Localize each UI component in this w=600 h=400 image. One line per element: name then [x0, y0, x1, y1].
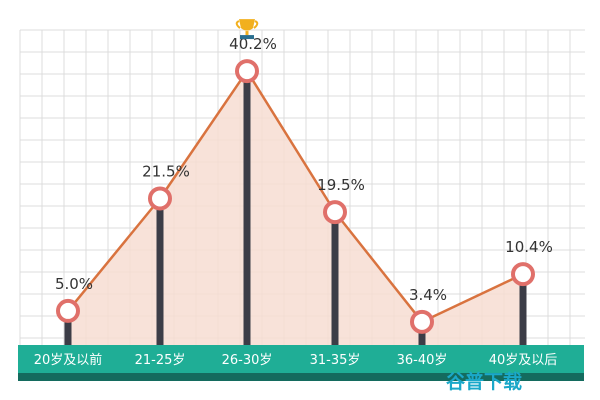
trophy-icon	[235, 19, 259, 40]
value-label: 21.5%	[142, 163, 190, 181]
x-axis-band	[18, 345, 584, 373]
value-label: 5.0%	[55, 275, 93, 293]
data-point	[323, 200, 347, 225]
trophy-base	[240, 35, 254, 40]
stem-bar	[331, 212, 339, 345]
x-tick-label: 40岁及以后	[489, 353, 558, 368]
stem-bar	[64, 310, 72, 345]
x-tick-label: 21-25岁	[135, 353, 186, 368]
data-point	[148, 186, 172, 211]
area-fill	[68, 71, 523, 345]
data-point	[410, 309, 434, 334]
watermark-text: 谷普下载	[446, 370, 522, 393]
x-tick-label: 31-35岁	[310, 353, 361, 368]
value-label: 40.2%	[229, 35, 277, 53]
trophy-handle-left	[235, 20, 241, 29]
trophy-stem	[245, 31, 249, 36]
x-tick-label: 20岁及以前	[34, 352, 103, 368]
stem-bar	[519, 274, 527, 345]
markers	[56, 59, 535, 334]
series-line	[67, 69, 524, 324]
stem-bar	[243, 71, 251, 345]
value-label: 10.4%	[505, 238, 553, 256]
value-label: 3.4%	[409, 286, 447, 304]
value-labels: 5.0% 21.5% 40.2% 19.5% 3.4% 10.4%	[55, 35, 553, 304]
stem-bar	[156, 198, 164, 345]
x-tick-label: 36-40岁	[397, 353, 448, 368]
trophy-cup	[239, 19, 255, 31]
data-point	[235, 59, 259, 84]
x-tick-labels: 20岁及以前 21-25岁 26-30岁 31-35岁 36-40岁 40岁及以后	[34, 352, 558, 368]
data-point	[511, 262, 535, 287]
trophy-handle-right	[253, 20, 259, 29]
x-axis-band-shadow	[18, 373, 584, 381]
x-tick-label: 26-30岁	[222, 353, 273, 368]
data-point	[56, 298, 80, 323]
value-label: 19.5%	[317, 176, 365, 194]
